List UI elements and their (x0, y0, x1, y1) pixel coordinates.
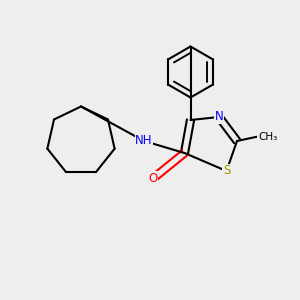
Text: O: O (148, 172, 158, 185)
Text: NH: NH (135, 134, 153, 148)
Text: CH₃: CH₃ (258, 131, 277, 142)
Text: S: S (223, 164, 230, 178)
Text: N: N (214, 110, 224, 124)
